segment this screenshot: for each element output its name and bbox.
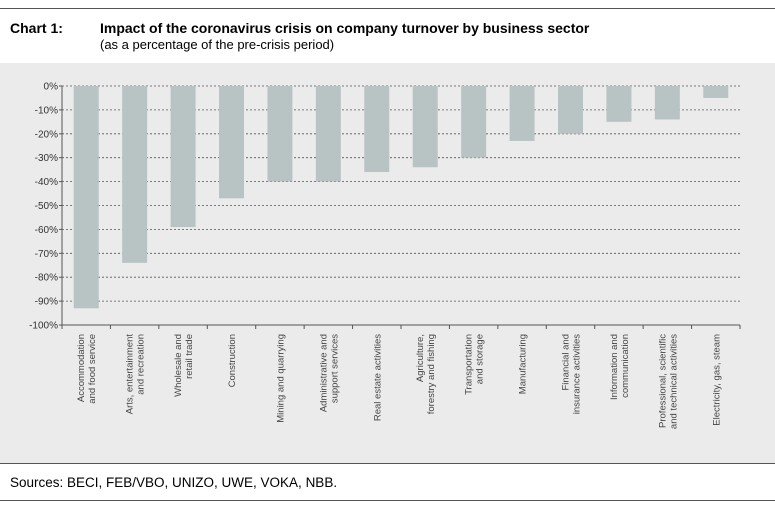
category-label: Information and communication xyxy=(609,334,631,400)
bar xyxy=(606,86,632,122)
y-tick-label: -90% xyxy=(35,297,58,308)
category-label-line: and recreation xyxy=(136,334,147,395)
category-label: Manufacturing xyxy=(518,334,529,394)
category-label-line: Arts, entertainment xyxy=(125,334,136,415)
category-label: Professional, scientific and technical ac… xyxy=(657,334,679,429)
top-rule xyxy=(0,8,775,9)
category-label-line: insurance activities xyxy=(572,334,583,415)
axes xyxy=(59,85,741,329)
category-label: Agriculture, forestry and fishing xyxy=(415,334,437,414)
category-label-line: Agriculture, xyxy=(415,334,426,382)
bar xyxy=(267,86,293,182)
bar xyxy=(219,86,244,199)
y-tick-label: 0% xyxy=(44,82,59,93)
gridlines xyxy=(62,85,740,302)
category-label: Administrative and support services xyxy=(318,334,340,412)
bar xyxy=(73,86,99,309)
bar xyxy=(122,86,148,263)
bar xyxy=(412,86,438,168)
chart-number: Chart 1: xyxy=(10,20,63,36)
category-label-line: and storage xyxy=(475,334,486,384)
category-label-line: forestry and fishing xyxy=(426,334,437,414)
y-tick-label: -70% xyxy=(35,249,58,260)
bar xyxy=(703,86,729,98)
y-tick-label: -100% xyxy=(29,321,58,332)
bar xyxy=(315,86,341,182)
category-label-line: Administrative and xyxy=(318,334,329,412)
y-tick-label: -30% xyxy=(35,153,58,164)
category-label: Mining and quarrying xyxy=(275,334,286,423)
category-label: Arts, entertainment and recreation xyxy=(125,334,147,415)
category-label-line: Manufacturing xyxy=(518,334,529,394)
y-tick-label: -10% xyxy=(35,105,58,116)
category-label-line: Information and xyxy=(609,334,620,400)
chart-title: Impact of the coronavirus crisis on comp… xyxy=(100,20,590,36)
category-label: Construction xyxy=(227,334,238,387)
category-label: Electricity, gas, steam xyxy=(711,334,722,426)
category-labels: Accommodation and food service Arts, enter… xyxy=(76,334,722,429)
category-label: Wholesale and retail trade xyxy=(173,334,195,397)
chart-subtitle: (as a percentage of the pre-crisis perio… xyxy=(100,37,335,52)
category-label-line: Wholesale and xyxy=(173,334,184,397)
category-label-line: and technical activities xyxy=(668,334,679,429)
bars xyxy=(73,86,729,309)
category-label-line: Mining and quarrying xyxy=(275,334,286,423)
category-label-line: Real estate activities xyxy=(372,334,383,421)
footer-rule xyxy=(0,500,775,501)
bar xyxy=(558,86,583,134)
y-tick-label: -40% xyxy=(35,177,58,188)
bar xyxy=(461,86,487,158)
y-tick-label: -50% xyxy=(35,201,58,212)
category-label-line: and food service xyxy=(87,334,98,404)
sources-note: Sources: BECI, FEB/VBO, UNIZO, UWE, VOKA… xyxy=(10,475,338,490)
category-label-line: Transportation xyxy=(464,334,475,395)
bar xyxy=(170,86,196,228)
category-label: Real estate activities xyxy=(372,334,383,421)
bottom-rule xyxy=(0,463,775,464)
category-label: Transportation and storage xyxy=(464,334,486,395)
y-tick-label: -80% xyxy=(35,273,58,284)
y-tick-labels: 0% -10% -20% -30% -40% -50% -60% -70% -80% -90% -1… xyxy=(29,82,58,332)
category-label: Financial and insurance activities xyxy=(561,334,583,415)
bar-chart: 0% -10% -20% -30% -40% -50% -60% -70% -80% -90% -1… xyxy=(29,82,741,429)
category-label-line: Construction xyxy=(227,334,238,387)
category-label-line: Electricity, gas, steam xyxy=(711,334,722,426)
category-label-line: Accommodation xyxy=(76,334,87,402)
category-label: Accommodation and food service xyxy=(76,334,98,404)
category-label-line: Financial and xyxy=(561,334,572,391)
bar xyxy=(364,86,390,173)
category-label-line: Professional, scientific xyxy=(657,334,668,428)
category-label-line: retail trade xyxy=(184,334,195,379)
y-tick-label: -20% xyxy=(35,129,58,140)
category-label-line: support services xyxy=(329,334,340,403)
bar xyxy=(654,86,680,120)
category-label-line: communication xyxy=(620,334,631,398)
bar xyxy=(509,86,535,141)
y-tick-label: -60% xyxy=(35,225,58,236)
